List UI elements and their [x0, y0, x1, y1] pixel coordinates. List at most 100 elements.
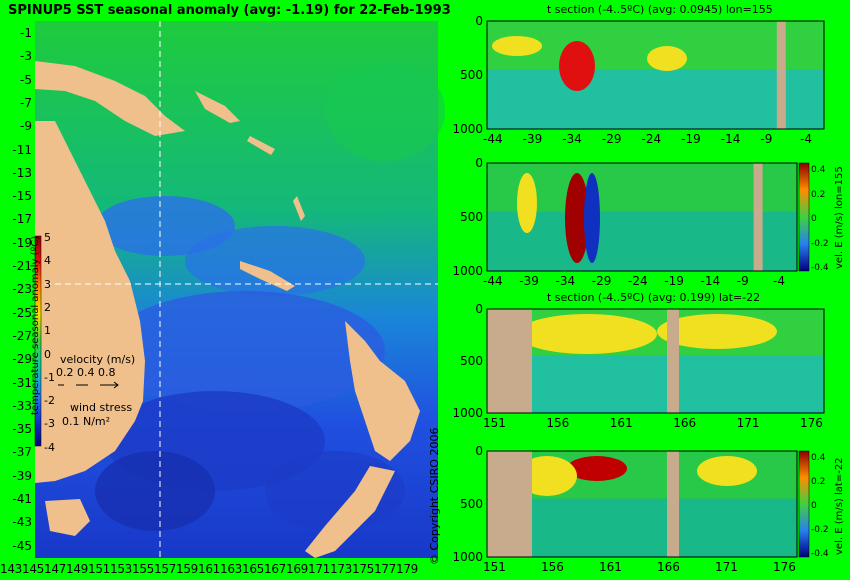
panel-x-tick: -9 — [760, 132, 773, 146]
lat-tick: -27 — [12, 328, 32, 343]
lon-tick: 171 — [308, 562, 331, 576]
panel-y-tick: 500 — [460, 210, 483, 224]
section-anomaly — [517, 314, 657, 354]
velocity-colorbar-tick: 0.4 — [811, 165, 826, 175]
lat-tick: -1 — [20, 26, 32, 40]
panel-y-tick: 0 — [475, 302, 483, 316]
panel-x-tick: -19 — [681, 132, 701, 146]
colorbar-tick: 2 — [44, 300, 51, 314]
lon-tick: 147 — [44, 562, 67, 576]
lon-tick: 145 — [22, 562, 45, 576]
land-new-caledonia — [240, 261, 295, 291]
section-anomaly — [647, 46, 687, 71]
panel-x-tick: -4 — [800, 132, 812, 146]
lon-tick: 177 — [374, 562, 397, 576]
lat-tick: -25 — [12, 305, 32, 320]
panel-x-tick: -34 — [555, 274, 576, 288]
panel-x-tick: -14 — [720, 132, 741, 146]
velocity-colorbar-tick: -0.4 — [811, 549, 829, 559]
velocity-colorbar-tick: 0.2 — [811, 477, 826, 487]
sst-map — [34, 21, 445, 558]
panel-x-tick: -34 — [562, 132, 582, 146]
panel-x-tick: -24 — [641, 132, 662, 146]
velocity-colorbar-tick: -0.4 — [811, 263, 829, 273]
land-australia — [35, 121, 145, 483]
section-land — [487, 309, 532, 413]
panel-x-tick: -39 — [522, 132, 543, 146]
lat-tick: -11 — [12, 142, 32, 157]
velocity-colorbar-tick: 0.4 — [811, 453, 826, 463]
lat-tick: -23 — [12, 282, 32, 297]
lon-tick: 169 — [286, 562, 309, 576]
lat-tick: -7 — [20, 95, 32, 110]
section-anomaly — [567, 456, 627, 481]
copyright: © Copyright CSIRO 2006 — [428, 427, 441, 565]
section-land — [753, 163, 763, 271]
velocity-label: velocity (m/s) — [60, 353, 136, 366]
lat-tick: -45 — [12, 538, 32, 553]
panel-side-label: vel. E (m/s) lat=-22 — [834, 457, 845, 555]
lat-tick: -17 — [12, 212, 32, 227]
panel-x-tick: 161 — [609, 416, 633, 430]
lat-tick: -29 — [12, 352, 32, 367]
panel-x-tick: -29 — [601, 132, 622, 146]
panel-x-tick: -29 — [591, 274, 612, 288]
panel-y-tick: 0 — [475, 156, 483, 170]
section-anomaly — [697, 456, 757, 486]
panel-y-tick: 500 — [460, 497, 483, 511]
lon-tick: 163 — [220, 562, 243, 576]
panel-x-tick: 161 — [599, 560, 622, 574]
panel-y-tick: 0 — [475, 444, 483, 458]
lon-tick: 149 — [66, 562, 89, 576]
lon-tick: 153 — [110, 562, 133, 576]
lon-tick: 159 — [176, 562, 199, 576]
lon-tick-row: 1431451471491511531551571591611631651671… — [0, 562, 418, 576]
velocity-arrows — [58, 381, 119, 389]
panel-x-tick: 151 — [483, 416, 506, 430]
lat-tick: -13 — [12, 165, 32, 180]
panel-y-tick: 500 — [460, 68, 483, 82]
panel-x-tick: 151 — [483, 560, 506, 574]
lat-tick: -33 — [12, 398, 32, 413]
lat-tick: -19 — [12, 235, 32, 250]
colorbar-tick: -4 — [44, 440, 55, 454]
section-plot — [486, 308, 825, 414]
panel-x-tick: -14 — [700, 274, 721, 288]
sst-colorbar-label: temperature seasonal anomaly (ºC) — [30, 235, 41, 415]
colorbar-tick: 4 — [44, 254, 51, 268]
velocity-colorbar-tick: 0.2 — [811, 189, 826, 200]
colorbar-tick: -3 — [44, 417, 55, 431]
panel-side-label: vel. E (m/s) lon=155 — [834, 166, 845, 269]
sst-colorbar — [34, 235, 42, 447]
lon-tick: 155 — [132, 562, 155, 576]
panel-x-tick: 156 — [541, 560, 564, 574]
lat-tick: -43 — [12, 515, 32, 530]
section-frame — [486, 162, 798, 272]
lon-tick: 165 — [242, 562, 265, 576]
lat-tick: -5 — [20, 72, 32, 87]
section-anomaly — [565, 173, 589, 263]
colorbar-tick: 3 — [44, 277, 51, 291]
lon-tick: 179 — [396, 562, 419, 576]
lon-tick: 173 — [330, 562, 353, 576]
section-land — [667, 309, 679, 413]
wind-stress-scale: 0.1 N/m² — [62, 415, 111, 428]
panel-y-tick: 1000 — [452, 406, 483, 420]
panel-y-tick: 1000 — [452, 264, 483, 278]
velocity-scale: 0.2 0.4 0.8 — [56, 366, 116, 379]
colorbar-tick: 0 — [44, 347, 51, 361]
lon-tick: 143 — [0, 562, 23, 576]
section-anomaly — [492, 36, 542, 56]
lat-tick: -37 — [12, 445, 32, 460]
section-anomaly — [584, 173, 600, 263]
colorbar-tick: 1 — [44, 324, 51, 338]
lon-tick: 151 — [88, 562, 111, 576]
panel-y-tick: 1000 — [452, 122, 483, 136]
panel-x-tick: -4 — [773, 274, 785, 288]
land-new-guinea — [35, 61, 185, 136]
lat-tick: -39 — [12, 468, 32, 483]
velocity-colorbar-tick: 0 — [811, 501, 817, 511]
panel-x-tick: 176 — [800, 416, 823, 430]
panel-title: t section (-4..5ºC) (avg: 0.199) lat=-22 — [547, 291, 761, 304]
velocity-colorbar-tick: -0.2 — [811, 238, 829, 249]
